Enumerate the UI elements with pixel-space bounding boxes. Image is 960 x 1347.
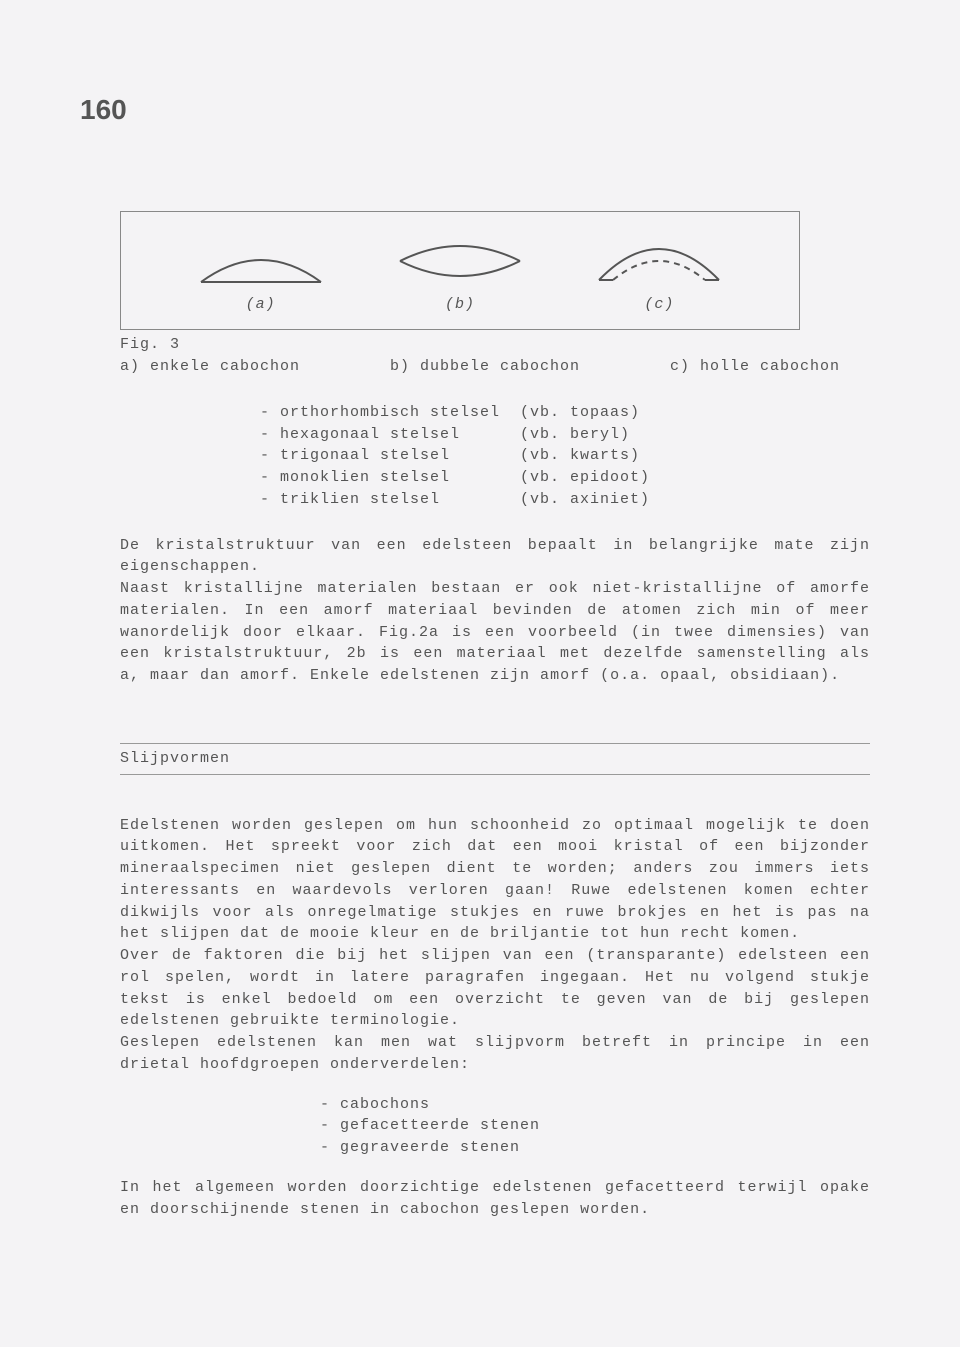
cut-types-list: - cabochons - gefacetteerde stenen - geg… [320, 1094, 880, 1159]
list-item: - hexagonaal stelsel (vb. beryl) [260, 424, 880, 446]
paragraph: De kristalstruktuur van een edelsteen be… [120, 535, 870, 579]
shape-a-dome-icon [191, 246, 331, 286]
crystal-example: (vb. axiniet) [520, 489, 650, 511]
figure-label-a: (a) [246, 294, 276, 316]
list-item: - gefacetteerde stenen [320, 1115, 880, 1137]
paragraph: In het algemeen worden doorzichtige edel… [120, 1177, 870, 1221]
crystal-name: - trigonaal stelsel [260, 445, 520, 467]
caption-a: a) enkele cabochon [120, 356, 300, 378]
figure-labels-row: (a) (b) (c) [161, 294, 759, 316]
crystal-name: - monoklien stelsel [260, 467, 520, 489]
figure-shapes-row [161, 236, 759, 286]
figure-box: (a) (b) (c) [120, 211, 800, 331]
list-item: - trigonaal stelsel (vb. kwarts) [260, 445, 880, 467]
paragraph: Naast kristallijne materialen bestaan er… [120, 578, 870, 687]
paragraph: Over de faktoren die bij het slijpen van… [120, 945, 870, 1032]
list-item: - orthorhombisch stelsel (vb. topaas) [260, 402, 880, 424]
figure-label-c: (c) [644, 294, 674, 316]
caption-c: c) holle cabochon [670, 356, 840, 378]
crystal-name: - triklien stelsel [260, 489, 520, 511]
crystal-name: - orthorhombisch stelsel [260, 402, 520, 424]
shape-b-lens-icon [390, 236, 530, 286]
page: 160 (a) (b) (c) Fig. 3 a) enkel [0, 0, 960, 1347]
list-item: - monoklien stelsel (vb. epidoot) [260, 467, 880, 489]
section-heading: Slijpvormen [120, 743, 870, 775]
shape-c-hollow-dome-icon [589, 236, 729, 286]
crystal-example: (vb. epidoot) [520, 467, 650, 489]
paragraph: Geslepen edelstenen kan men wat slijpvor… [120, 1032, 870, 1076]
crystal-name: - hexagonaal stelsel [260, 424, 520, 446]
crystal-system-list: - orthorhombisch stelsel (vb. topaas) - … [260, 402, 880, 511]
crystal-example: (vb. topaas) [520, 402, 640, 424]
list-item: - triklien stelsel (vb. axiniet) [260, 489, 880, 511]
crystal-example: (vb. kwarts) [520, 445, 640, 467]
figure-label-b: (b) [445, 294, 475, 316]
list-item: - gegraveerde stenen [320, 1137, 880, 1159]
list-item: - cabochons [320, 1094, 880, 1116]
figure-caption-num: Fig. 3 [120, 334, 880, 356]
caption-b: b) dubbele cabochon [390, 356, 580, 378]
page-number: 160 [80, 90, 880, 131]
paragraph: Edelstenen worden geslepen om hun schoon… [120, 815, 870, 946]
figure-caption-row: a) enkele cabochon b) dubbele cabochon c… [120, 356, 840, 378]
crystal-example: (vb. beryl) [520, 424, 630, 446]
